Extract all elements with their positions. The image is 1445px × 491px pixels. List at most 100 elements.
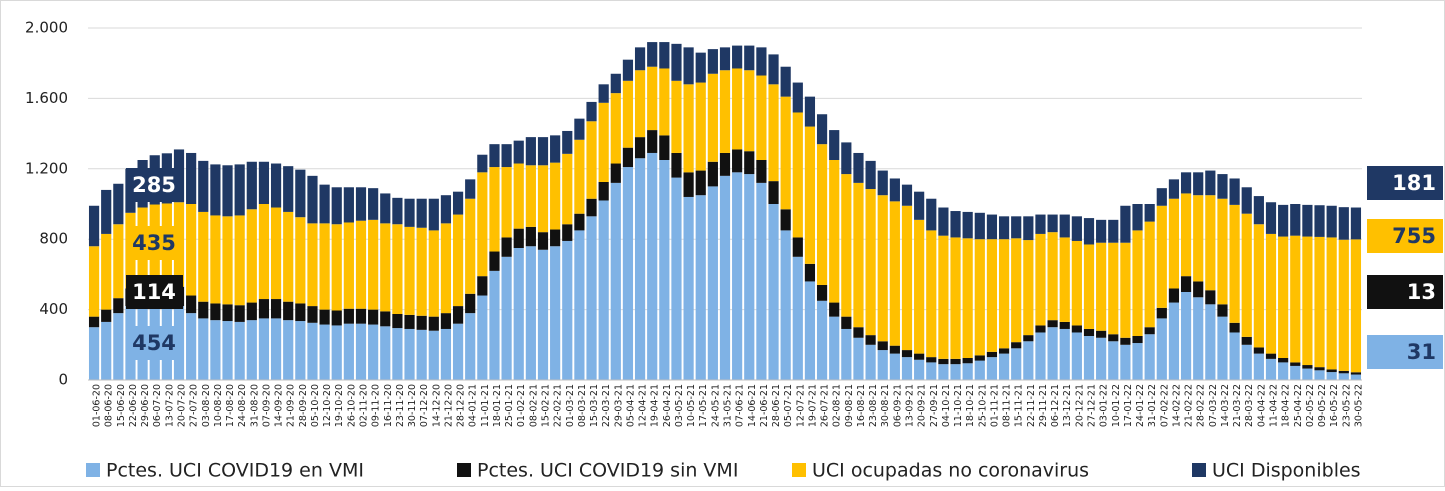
bar-segment	[1229, 204, 1240, 323]
legend-swatch	[86, 463, 100, 477]
x-tick-label: 21-03-22	[1232, 384, 1243, 427]
x-tick-label: 03-05-21	[674, 384, 685, 427]
bar-segment	[719, 70, 731, 153]
bar-segment	[804, 263, 816, 282]
bar-segment	[598, 84, 609, 103]
bar-segment	[1047, 327, 1058, 380]
legend-label: UCI Disponibles	[1212, 460, 1361, 482]
bar-segment	[368, 219, 379, 310]
x-tick-label: 27-09-21	[929, 384, 940, 427]
callout-label: 285	[132, 173, 176, 197]
bar-segment	[1217, 198, 1228, 305]
bar-segment	[586, 198, 597, 217]
bar-segment	[853, 337, 864, 380]
x-tick-label: 12-10-20	[322, 384, 333, 427]
bar-segment	[489, 251, 500, 271]
bar-segment	[1035, 332, 1046, 380]
bar-segment	[1278, 204, 1289, 237]
bar-segment	[647, 152, 658, 380]
x-tick-label: 21-06-21	[759, 384, 770, 427]
x-tick-label: 28-12-20	[456, 384, 467, 427]
bar-segment	[1229, 322, 1240, 333]
bar-segment	[1083, 336, 1095, 380]
bar-segment	[598, 102, 609, 182]
callout-box	[1367, 275, 1443, 309]
bar-segment	[404, 314, 415, 329]
bar-segment	[307, 306, 318, 323]
bar-segment	[622, 167, 634, 380]
bar-segment	[331, 224, 342, 311]
x-tick-label: 22-03-21	[601, 384, 612, 427]
bar-segment	[319, 309, 330, 325]
bar-segment	[283, 301, 294, 321]
bar-segment	[392, 314, 403, 329]
bar-segment	[501, 144, 512, 168]
bar-segment	[792, 256, 803, 380]
x-tick-label: 25-04-22	[1293, 384, 1304, 427]
x-tick-label: 18-01-21	[492, 384, 503, 427]
bar-segment	[258, 161, 270, 204]
x-tick-label: 30-11-20	[407, 384, 418, 427]
bar-segment	[756, 182, 767, 380]
bar-segment	[501, 256, 512, 380]
bar-segment	[270, 299, 282, 319]
x-tick-label: 22-11-21	[1026, 384, 1037, 427]
x-tick-label: 04-01-21	[468, 384, 479, 427]
y-tick-label: 400	[39, 300, 68, 318]
bar-segment	[1265, 353, 1277, 359]
x-tick-label: 20-09-21	[917, 384, 928, 427]
bar-segment	[1241, 213, 1252, 337]
bar-segment	[974, 212, 985, 240]
bar-segment	[647, 66, 658, 131]
bar-segment	[210, 164, 221, 216]
bar-segment	[1302, 236, 1313, 366]
bar-segment	[877, 170, 888, 196]
x-tick-label: 04-04-22	[1256, 384, 1267, 427]
bar-segment	[198, 211, 209, 302]
bar-segment	[440, 328, 452, 380]
x-tick-label: 20-07-20	[177, 384, 188, 427]
x-tick-label: 11-10-21	[953, 384, 964, 427]
bar-segment	[792, 112, 803, 238]
x-tick-label: 14-06-21	[747, 384, 758, 427]
bar-segment	[525, 246, 536, 380]
bar-segment	[210, 320, 221, 380]
x-tick-label: 08-06-20	[104, 384, 115, 427]
x-tick-label: 10-05-21	[686, 384, 697, 427]
x-tick-label: 23-08-21	[868, 384, 879, 427]
callout-label: 31	[1407, 340, 1436, 364]
bar-segment	[756, 160, 767, 183]
x-tick-label: 06-07-20	[152, 384, 163, 427]
x-tick-label: 02-05-22	[1305, 384, 1316, 427]
bar-segment	[440, 223, 452, 314]
bar-segment	[1180, 292, 1192, 380]
bar-segment	[671, 177, 682, 380]
bar-segment	[586, 216, 597, 380]
bar-segment	[307, 322, 318, 380]
x-tick-label: 11-01-21	[480, 384, 491, 427]
bar-segment	[295, 321, 306, 380]
bar-segment	[1047, 232, 1058, 321]
bar-segment	[525, 165, 536, 227]
callout-label: 114	[132, 280, 176, 304]
bar-segment	[246, 161, 257, 210]
bar-segment	[222, 165, 233, 217]
bar-segment	[780, 209, 791, 231]
x-tick-label: 12-04-21	[638, 384, 649, 427]
bar-segment	[113, 298, 124, 314]
bar-segment	[1241, 187, 1252, 214]
bar-segment	[1229, 178, 1240, 205]
bar-segment	[1156, 318, 1167, 380]
bar-segment	[1144, 327, 1155, 335]
bar-segment	[938, 235, 949, 359]
bar-segment	[1047, 214, 1058, 233]
x-tick-label: 01-06-20	[92, 384, 103, 427]
bar-segment	[101, 233, 112, 310]
x-tick-label: 24-05-21	[710, 384, 721, 427]
bar-segment	[452, 191, 464, 215]
bar-segment	[998, 239, 1010, 349]
bar-segment	[428, 330, 439, 380]
bar-segment	[610, 182, 621, 380]
bar-segment	[404, 226, 415, 315]
bar-segment	[695, 170, 706, 196]
